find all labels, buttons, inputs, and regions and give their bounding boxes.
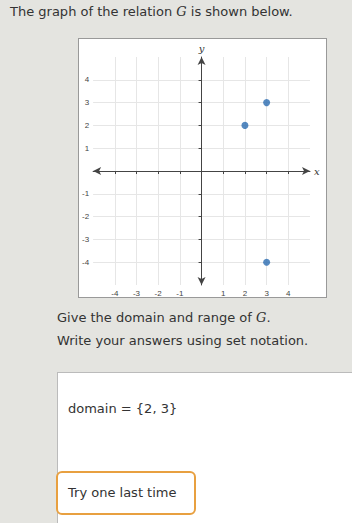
svg-text:-2: -2 — [155, 289, 163, 298]
svg-text:-4: -4 — [111, 289, 119, 298]
svg-text:1: 1 — [85, 144, 90, 153]
svg-text:3: 3 — [85, 98, 90, 107]
svg-text:4: 4 — [286, 289, 291, 298]
html-text:The graph of the relation G is: The graph of the relation G is shown bel… — [10, 4, 293, 19]
html-text:domain = {2, 3}: domain = {2, 3} — [68, 401, 178, 416]
svg-text:-3: -3 — [133, 289, 141, 298]
svg-text:y: y — [198, 43, 205, 54]
svg-text:x: x — [314, 166, 320, 177]
svg-text:-1: -1 — [82, 189, 90, 198]
svg-text:-2: -2 — [82, 212, 90, 221]
svg-text:1: 1 — [221, 289, 226, 298]
svg-text:2: 2 — [243, 289, 248, 298]
svg-text:-3: -3 — [82, 235, 90, 244]
svg-text:3: 3 — [264, 289, 269, 298]
html-text:Give the domain and range of G: Give the domain and range of G. — [57, 310, 271, 325]
svg-text:-4: -4 — [82, 258, 90, 267]
svg-text:-1: -1 — [176, 289, 184, 298]
svg-text:2: 2 — [85, 121, 90, 130]
svg-text:4: 4 — [85, 75, 90, 84]
html-text:Write your answers using set n: Write your answers using set notation. — [57, 333, 309, 348]
html-text:Try one last time: Try one last time — [68, 485, 177, 500]
